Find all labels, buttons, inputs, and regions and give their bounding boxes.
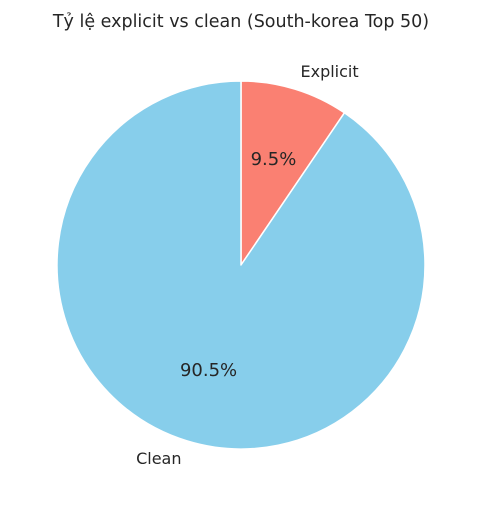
slice-label-clean: Clean [136, 449, 181, 468]
chart-title: Tỷ lệ explicit vs clean (South-korea Top… [52, 12, 429, 32]
pie-labels: Explicit 9.5% Clean 90.5% [136, 62, 359, 468]
pie-slice-explicit [240, 80, 346, 266]
pct-label-clean: 90.5% [180, 360, 237, 381]
pie-slice-clean [56, 80, 426, 450]
pct-label-explicit: 9.5% [251, 149, 297, 170]
slice-label-explicit: Explicit [301, 62, 359, 81]
pie-slices [56, 80, 426, 450]
